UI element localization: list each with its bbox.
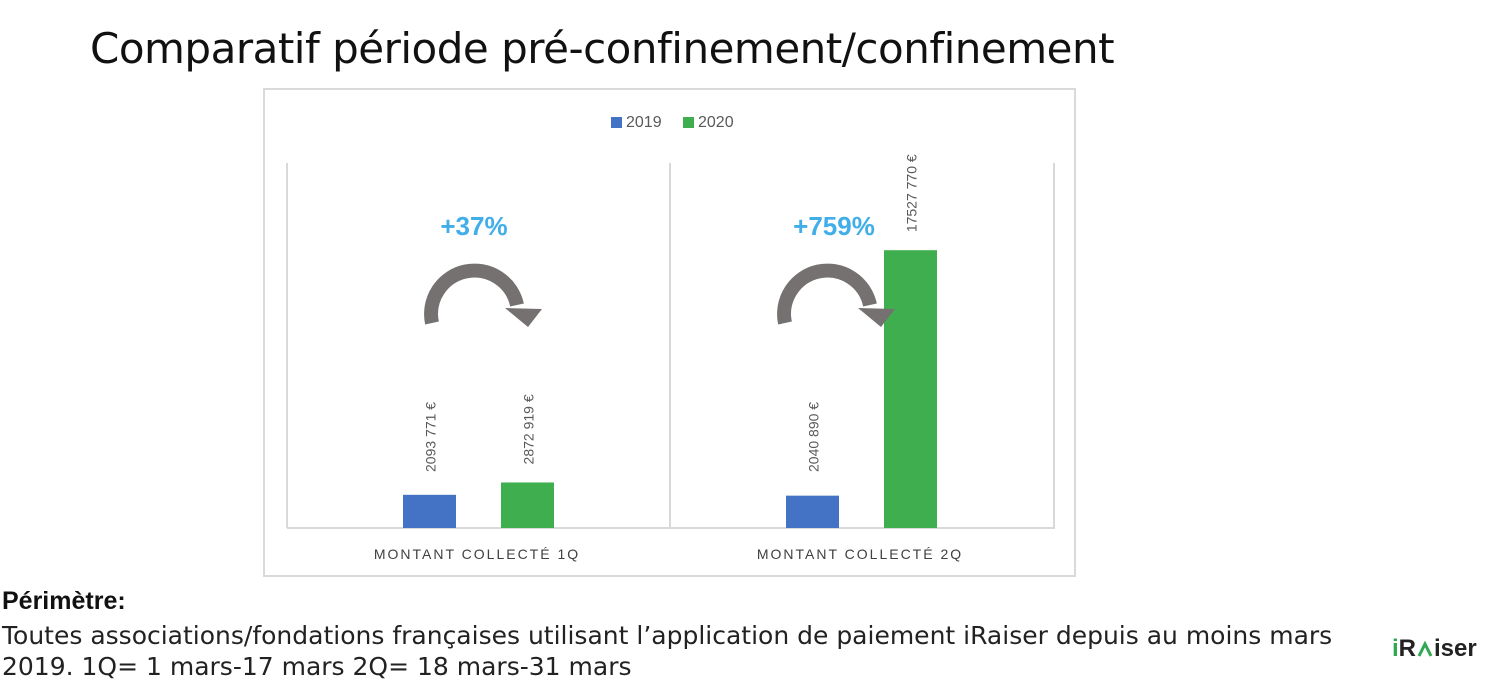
logo-chevron-icon (1417, 640, 1433, 657)
perimetre-heading: Périmètre: (2, 587, 126, 615)
legend-swatch-2019 (611, 117, 622, 128)
legend-label-2019: 2019 (626, 114, 662, 131)
data-label-2019-1: 2093 771 € (423, 402, 439, 472)
curved-arrow-icon-1 (424, 263, 542, 327)
data-label-2019-2: 2040 890 € (806, 402, 822, 472)
chart-frame: 2019 2020 2093 771 € 2040 890 € 2872 919 € 17… (263, 88, 1076, 577)
growth-annotation-1: +37% (440, 211, 507, 241)
category-label-1: MONTANT COLLECTÉ 1Q (374, 546, 580, 562)
bar-2019-2 (786, 495, 839, 528)
bar-chart: 2019 2020 2093 771 € 2040 890 € 2872 919 € 17… (286, 114, 1055, 562)
logo-letters-iser: iser (1434, 635, 1477, 662)
growth-annotation-2: +759% (793, 211, 875, 241)
category-label-2: MONTANT COLLECTÉ 2Q (757, 546, 963, 562)
logo-letter-r: R (1398, 635, 1417, 662)
bar-2019-1 (403, 494, 456, 528)
data-label-2020-1: 2872 919 € (521, 394, 537, 464)
legend-label-2020: 2020 (698, 114, 734, 131)
data-label-2020-2: 17527 770 € (904, 154, 920, 232)
bar-2020-2 (884, 250, 937, 528)
perimetre-description: Toutes associations/fondations française… (2, 621, 1333, 681)
logo-letter-i: i (1392, 635, 1399, 662)
bar-2020-1 (501, 482, 554, 528)
curved-arrow-icon-2 (777, 263, 895, 327)
legend-swatch-2020 (683, 117, 694, 128)
page-title: Comparatif période pré-confinement/confi… (90, 24, 1115, 73)
